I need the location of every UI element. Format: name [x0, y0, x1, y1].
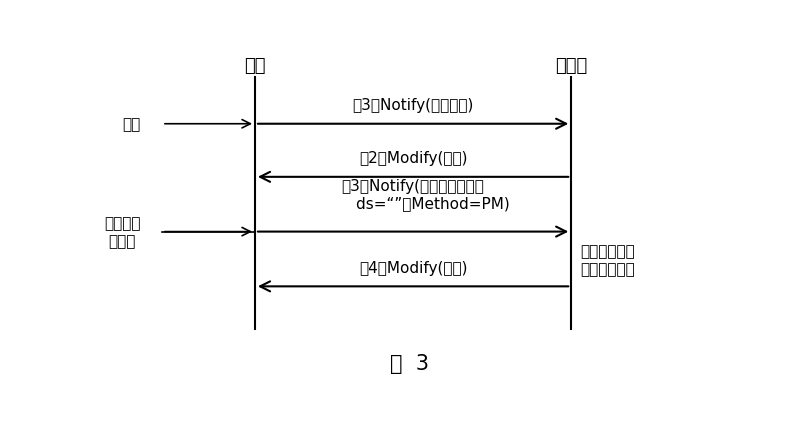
Text: 软交换: 软交换	[555, 57, 587, 75]
Text: 软交换判断用
户拨错首位号: 软交换判断用 户拨错首位号	[581, 244, 635, 276]
Text: 网关: 网关	[244, 57, 266, 75]
Text: 摘机: 摘机	[122, 117, 140, 132]
Text: （2）Modify(数图): （2）Modify(数图)	[359, 151, 467, 166]
Text: 用户拨错
首位号: 用户拨错 首位号	[104, 216, 140, 248]
Text: （4）Modify(忡音): （4）Modify(忡音)	[359, 260, 467, 275]
Text: （3）Notify(拨号完成事件，
        ds=“”，Method=PM): （3）Notify(拨号完成事件， ds=“”，Method=PM)	[317, 178, 510, 211]
Text: （3）Notify(摘机事件): （3）Notify(摘机事件)	[353, 98, 474, 113]
Text: 图  3: 图 3	[390, 353, 430, 373]
